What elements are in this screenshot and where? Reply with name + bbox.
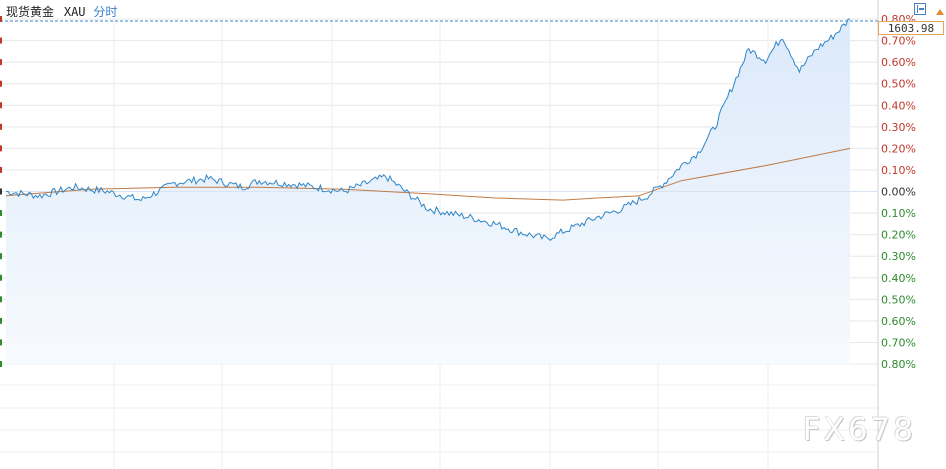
left-axis-tick [0, 145, 2, 152]
up-arrow-icon [936, 9, 944, 15]
left-axis-tick [0, 339, 2, 346]
y-tick-label: 0.40% [881, 99, 916, 112]
left-axis-tick [0, 37, 2, 44]
average-price-line [5, 147, 851, 201]
left-axis-tick [0, 123, 2, 130]
y-tick-label: 0.80% [881, 358, 916, 371]
left-axis-tick [0, 253, 2, 260]
y-tick-label: 0.30% [881, 250, 916, 263]
last-price-tag: 1603.98 [878, 21, 944, 35]
y-tick-label: 0.10% [881, 164, 916, 177]
y-tick-label: 0.60% [881, 315, 916, 328]
left-axis-tick [0, 102, 2, 109]
period-tab[interactable]: 分时 [93, 5, 118, 19]
expand-icon[interactable] [914, 3, 926, 15]
price-line [5, 18, 851, 241]
left-axis-tick [0, 317, 2, 324]
y-tick-label: 0.00% [881, 186, 916, 199]
left-axis-tick [0, 361, 2, 367]
left-axis-tick [0, 59, 2, 66]
y-tick-label: 0.20% [881, 142, 916, 155]
chart-title-bar: 现货黄金 XAU 分时 [6, 3, 117, 19]
watermark-logo: FX678 [802, 412, 916, 448]
instrument-name: 现货黄金 [6, 5, 55, 19]
instrument-symbol: XAU [63, 5, 86, 19]
y-tick-label: 0.50% [881, 293, 916, 306]
y-tick-label: 0.60% [881, 56, 916, 69]
left-axis-tick [0, 166, 2, 173]
left-axis-tick [0, 80, 2, 87]
y-tick-label: 0.10% [881, 207, 916, 220]
y-tick-label: 0.20% [881, 229, 916, 242]
y-tick-label: 0.70% [881, 336, 916, 349]
left-axis-tick [0, 210, 2, 217]
left-axis-tick [0, 231, 2, 238]
y-tick-label: 0.70% [881, 35, 916, 48]
left-axis-tick [0, 274, 2, 281]
price-area-fill [6, 19, 850, 364]
y-tick-label: 0.40% [881, 272, 916, 285]
left-axis-tick [0, 296, 2, 303]
y-tick-label: 0.50% [881, 78, 916, 91]
y-tick-label: 0.30% [881, 121, 916, 134]
left-axis-tick [0, 188, 2, 195]
left-axis-tick [0, 16, 2, 22]
